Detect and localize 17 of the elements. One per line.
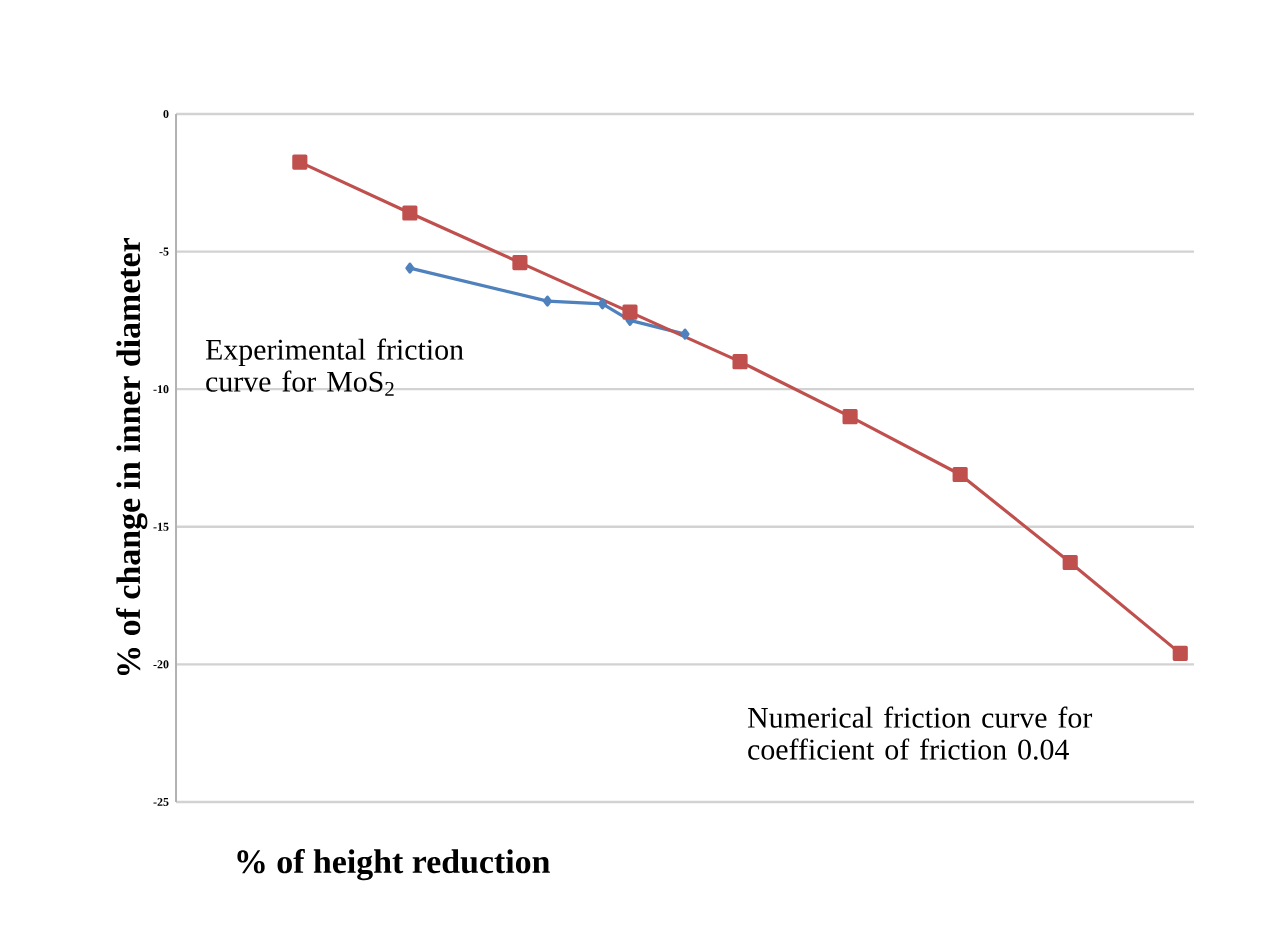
point xyxy=(732,354,748,370)
point xyxy=(512,255,528,271)
point xyxy=(402,205,418,221)
point xyxy=(1062,554,1078,571)
annotation: Experimental friction curve for MoS$_{2}$ xyxy=(205,338,464,396)
y-axis-title: % of change in inner diameter xyxy=(116,238,148,676)
point xyxy=(680,328,690,340)
point xyxy=(597,298,608,310)
point xyxy=(952,466,968,483)
point xyxy=(842,409,858,425)
x-axis-title: % of height reduction xyxy=(237,849,550,881)
point xyxy=(1172,645,1188,661)
point xyxy=(292,154,308,170)
annotation: Numerical friction curve for coefficient of friction 0.04 xyxy=(747,706,1093,760)
point xyxy=(622,304,638,320)
point xyxy=(542,295,553,307)
point xyxy=(405,262,415,274)
